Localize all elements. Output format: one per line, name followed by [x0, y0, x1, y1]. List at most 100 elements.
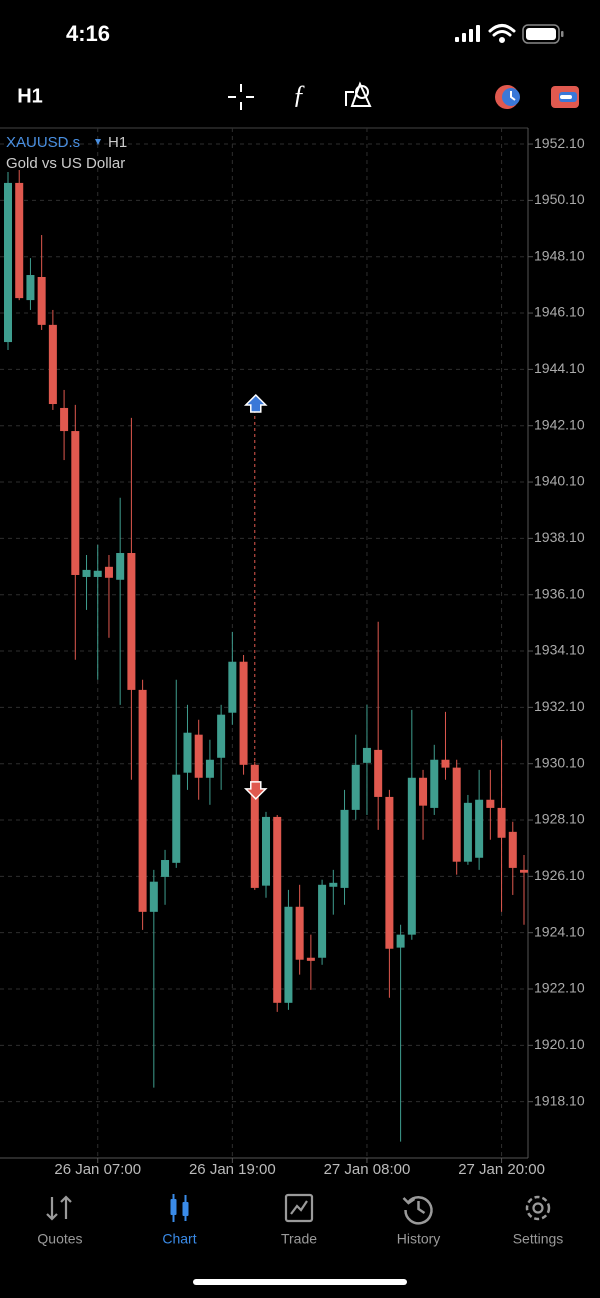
- x-tick-label: 26 Jan 19:00: [189, 1161, 276, 1178]
- signal-icon: [455, 25, 480, 42]
- candle-body: [228, 661, 237, 713]
- candle-body: [351, 764, 360, 810]
- candle-body: [4, 182, 12, 343]
- candle-body: [306, 957, 315, 961]
- tab-1[interactable]: Chart: [162, 1194, 197, 1247]
- candle-body: [26, 275, 35, 301]
- candle-body: [15, 182, 24, 299]
- y-tick-label: 1944.10: [534, 360, 585, 376]
- candle-body: [149, 881, 158, 912]
- x-tick-label: 26 Jan 07:00: [54, 1161, 141, 1178]
- y-tick-label: 1918.10: [534, 1092, 585, 1108]
- axes: 1918.10 1920.10 1922.10 1924.10 1926.10 1928.…: [54, 135, 584, 1178]
- x-tick-label: 27 Jan 08:00: [324, 1161, 411, 1178]
- one-click-trading-button[interactable]: [495, 85, 520, 109]
- y-tick-label: 1930.10: [534, 754, 585, 770]
- y-tick-label: 1940.10: [534, 473, 585, 489]
- tab-icon: [402, 1196, 433, 1225]
- candle-body: [318, 884, 327, 958]
- y-tick-label: 1942.10: [534, 416, 585, 432]
- candle-body: [116, 553, 125, 580]
- candle-body: [508, 831, 517, 868]
- indicators-button[interactable]: ƒ: [293, 80, 306, 109]
- tab-label: Settings: [513, 1231, 564, 1247]
- y-tick-label: 1952.10: [534, 135, 585, 151]
- y-tick-label: 1936.10: [534, 585, 585, 601]
- chart-timeframe: H1: [108, 134, 127, 151]
- y-tick-label: 1922.10: [534, 980, 585, 996]
- trade-button[interactable]: [551, 86, 579, 108]
- symbol-dropdown[interactable]: [95, 139, 101, 145]
- y-tick-label: 1934.10: [534, 642, 585, 658]
- tab-2[interactable]: Trade: [281, 1193, 317, 1247]
- candle-body: [93, 570, 102, 577]
- candle-body: [183, 732, 192, 773]
- wifi-icon: [488, 24, 516, 43]
- candle-body: [419, 777, 428, 806]
- crosshair-button[interactable]: [228, 84, 254, 110]
- symbol-label[interactable]: XAUUSD.s: [6, 134, 80, 151]
- battery-icon: [522, 24, 564, 44]
- trade-arrow: [243, 781, 268, 800]
- y-tick-label: 1928.10: [534, 811, 585, 827]
- candle-body: [362, 747, 371, 763]
- y-tick-label: 1926.10: [534, 867, 585, 883]
- y-tick-label: 1950.10: [534, 191, 585, 207]
- candle-body: [205, 759, 214, 778]
- candle-body: [262, 816, 270, 886]
- candle-body: [497, 807, 506, 838]
- candle-body: [250, 764, 259, 888]
- candle-body: [475, 799, 484, 858]
- candle-body: [71, 431, 80, 575]
- candle-body: [127, 553, 136, 690]
- candle-body: [48, 324, 57, 405]
- y-tick-label: 1948.10: [534, 247, 585, 263]
- y-tick-label: 1938.10: [534, 529, 585, 545]
- tab-label: Quotes: [37, 1231, 82, 1247]
- tab-label: Chart: [162, 1231, 196, 1247]
- tab-icon: [525, 1195, 551, 1221]
- candle-body: [284, 906, 293, 1003]
- timeframe-button[interactable]: H1: [17, 85, 43, 107]
- candle-body: [452, 767, 461, 862]
- tab-icon: [46, 1195, 72, 1221]
- symbol-description: Gold vs US Dollar: [6, 155, 125, 172]
- candle-body: [194, 734, 203, 778]
- candle-body: [520, 869, 528, 873]
- candle-body: [374, 749, 383, 797]
- tab-3[interactable]: History: [397, 1196, 441, 1247]
- home-indicator: [193, 1279, 407, 1285]
- candle-body: [329, 882, 338, 887]
- candle-body: [104, 566, 113, 578]
- objects-button[interactable]: [345, 81, 372, 107]
- y-tick-label: 1946.10: [534, 304, 585, 320]
- candles: [4, 169, 528, 1142]
- candle-body: [217, 714, 226, 758]
- candle-body: [273, 816, 282, 1003]
- candle-body: [138, 689, 147, 912]
- candle-body: [172, 774, 181, 863]
- y-tick-label: 1920.10: [534, 1036, 585, 1052]
- tab-label: History: [397, 1231, 441, 1247]
- tab-icon: [170, 1194, 189, 1222]
- x-tick-label: 27 Jan 20:00: [458, 1161, 545, 1178]
- trade-arrow: [243, 393, 268, 413]
- candle-body: [60, 407, 69, 432]
- candle-body: [239, 661, 248, 765]
- candle-body: [295, 906, 304, 960]
- tab-0[interactable]: Quotes: [37, 1195, 83, 1247]
- candle-body: [486, 799, 495, 808]
- candle-body: [385, 796, 394, 949]
- candle-body: [82, 569, 91, 577]
- candle-body: [430, 759, 439, 808]
- y-tick-label: 1932.10: [534, 698, 585, 714]
- tab-4[interactable]: Settings: [513, 1195, 564, 1247]
- candle-body: [161, 860, 170, 877]
- tab-label: Trade: [281, 1231, 317, 1247]
- candle-body: [37, 276, 46, 325]
- candle-body: [396, 934, 405, 948]
- candle-body: [340, 809, 349, 888]
